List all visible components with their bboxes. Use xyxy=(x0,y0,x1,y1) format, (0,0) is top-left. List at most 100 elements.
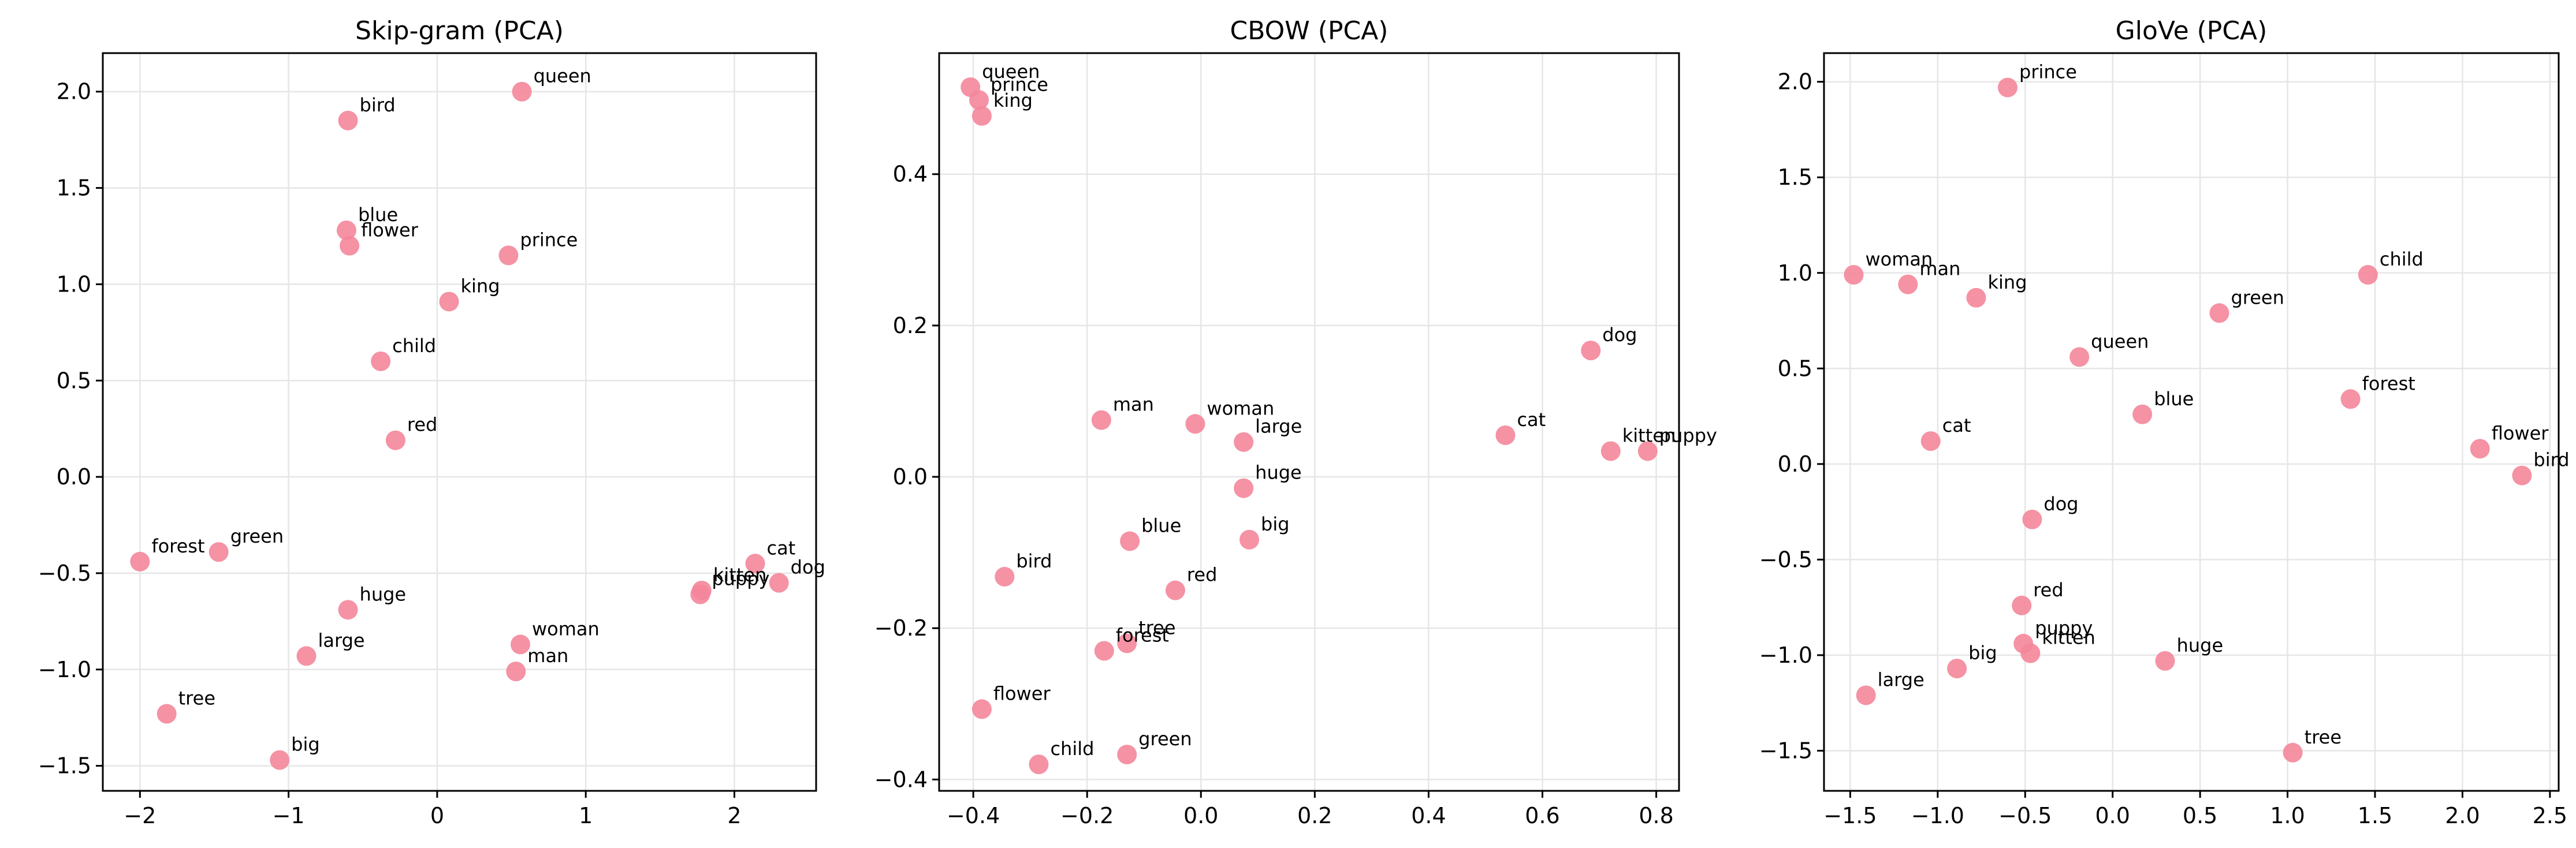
point-label-prince: prince xyxy=(991,73,1048,95)
data-point-man xyxy=(506,662,526,682)
point-label-forest: forest xyxy=(2362,372,2415,394)
data-point-dog xyxy=(769,573,789,593)
point-label-tree: tree xyxy=(178,688,215,709)
data-point-tree xyxy=(157,704,177,724)
y-tick-label: 0.0 xyxy=(893,464,928,490)
point-label-kitten: kitten xyxy=(2042,627,2095,649)
data-point-man xyxy=(1091,410,1111,430)
data-point-green xyxy=(209,542,229,562)
data-point-king xyxy=(439,292,459,312)
point-label-dog: dog xyxy=(1602,324,1637,346)
data-point-dog xyxy=(2022,509,2042,529)
data-point-man xyxy=(1898,274,1918,294)
plot-frame xyxy=(102,52,817,792)
point-label-child: child xyxy=(1050,738,1094,760)
point-label-tree: tree xyxy=(1138,617,1175,638)
x-tick-label: 1.0 xyxy=(2270,803,2305,828)
y-tick-label: 0.0 xyxy=(1778,451,1812,477)
x-tick-label: 1 xyxy=(579,803,593,828)
point-label-huge: huge xyxy=(1255,462,1302,484)
data-point-huge xyxy=(1234,478,1254,498)
x-tick-label: 0.0 xyxy=(1183,803,1218,828)
data-point-kitten xyxy=(2020,643,2041,663)
point-label-bird: bird xyxy=(2533,449,2569,471)
point-label-child: child xyxy=(2380,248,2424,270)
data-point-large xyxy=(296,646,317,666)
point-label-blue: blue xyxy=(1141,514,1181,536)
point-label-woman: woman xyxy=(1207,397,1274,419)
point-label-king: king xyxy=(460,275,500,297)
point-label-dog: dog xyxy=(2043,493,2078,515)
data-point-blue xyxy=(1120,531,1140,551)
x-tick-label: 2.5 xyxy=(2533,803,2567,828)
chart-panel-3: GloVe (PCA) −1.5 −1.0 −0.5 0.0 0.5 1.0 1.5 2.0 2.… xyxy=(1759,16,2570,828)
x-tick-label: −0.4 xyxy=(947,803,1000,828)
x-tick-label: 0 xyxy=(430,803,444,828)
y-tick-label: −0.2 xyxy=(874,615,928,641)
data-point-prince xyxy=(498,245,519,266)
data-point-king xyxy=(1966,287,1986,308)
chart-panel-2: CBOW (PCA) −0.4 −0.2 0.0 0.2 0.4 0.6 0.8 −0.4 −0.… xyxy=(874,16,1717,828)
y-tick-label: 0.0 xyxy=(57,464,91,490)
data-point-puppy xyxy=(690,584,710,604)
point-label-man: man xyxy=(1113,394,1154,416)
data-point-woman xyxy=(1185,414,1205,434)
point-label-cat: cat xyxy=(767,537,796,559)
point-label-tree: tree xyxy=(2305,726,2342,748)
data-point-green xyxy=(2209,303,2229,323)
y-tick-label: −1.5 xyxy=(1759,738,1812,763)
y-tick-label: 2.0 xyxy=(1778,69,1812,95)
point-label-huge: huge xyxy=(360,583,407,605)
chart-panel-1: Skip-gram (PCA) −2 −1 0 1 2 −1.5 −1.0 −0.5 0.0 0.5… xyxy=(38,16,825,828)
point-label-king: king xyxy=(1987,271,2027,293)
y-tick-label: −1.0 xyxy=(1759,642,1812,668)
point-label-woman: woman xyxy=(1865,248,1933,270)
point-label-puppy: puppy xyxy=(2035,617,2093,639)
data-point-bird xyxy=(2512,465,2532,485)
data-point-child xyxy=(371,351,391,371)
data-point-red xyxy=(385,430,405,450)
data-point-child xyxy=(1029,754,1049,775)
data-point-dog xyxy=(1581,341,1601,361)
point-label-prince: prince xyxy=(2019,61,2077,83)
point-label-man: man xyxy=(527,645,568,667)
point-label-green: green xyxy=(2231,286,2284,308)
x-tick-label: −0.5 xyxy=(1998,803,2052,828)
x-tick-label: 2.0 xyxy=(2445,803,2480,828)
y-tick-label: 0.5 xyxy=(57,368,91,393)
y-tick-label: 0.4 xyxy=(893,162,928,187)
point-label-flower: flower xyxy=(361,219,419,241)
data-point-red xyxy=(2012,595,2032,615)
point-label-bird: bird xyxy=(360,94,396,116)
x-tick-label: −0.2 xyxy=(1060,803,1114,828)
y-tick-label: 0.5 xyxy=(1778,356,1812,381)
point-label-prince: prince xyxy=(520,229,578,251)
chart-title: CBOW (PCA) xyxy=(1230,16,1388,46)
point-label-kitten: kitten xyxy=(713,564,766,586)
point-label-dog: dog xyxy=(791,556,825,578)
point-label-woman: woman xyxy=(532,618,600,640)
y-tick-label: −1.5 xyxy=(38,753,91,779)
x-tick-label: −1 xyxy=(273,803,305,828)
point-label-big: big xyxy=(291,734,320,756)
data-point-bird xyxy=(995,567,1015,587)
data-point-tree xyxy=(2283,742,2303,763)
data-point-forest xyxy=(1094,641,1114,661)
data-point-flower xyxy=(2470,439,2490,459)
point-label-large: large xyxy=(1878,668,1924,690)
point-label-forest: forest xyxy=(151,535,204,557)
data-point-queen xyxy=(512,81,532,102)
point-label-flower: flower xyxy=(2492,422,2549,444)
point-label-blue: blue xyxy=(358,204,398,226)
point-label-large: large xyxy=(1255,416,1302,438)
y-tick-label: 1.0 xyxy=(57,271,91,297)
point-label-green: green xyxy=(1138,728,1192,750)
data-point-woman xyxy=(510,634,530,655)
data-point-woman xyxy=(1844,265,1864,285)
point-label-child: child xyxy=(392,335,436,357)
y-tick-label: 1.5 xyxy=(1778,165,1812,190)
point-label-cat: cat xyxy=(1942,414,1971,436)
y-tick-label: 1.0 xyxy=(1778,260,1812,286)
y-tick-label: −0.5 xyxy=(1759,547,1812,572)
point-label-red: red xyxy=(407,414,437,436)
